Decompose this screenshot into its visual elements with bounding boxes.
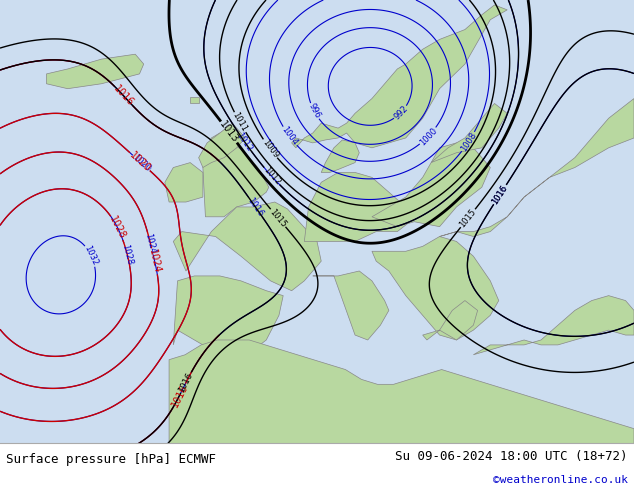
Text: Su 09-06-2024 18:00 UTC (18+72): Su 09-06-2024 18:00 UTC (18+72) — [395, 450, 628, 463]
Text: ©weatheronline.co.uk: ©weatheronline.co.uk — [493, 475, 628, 485]
Text: 1024: 1024 — [147, 248, 162, 274]
Polygon shape — [173, 202, 321, 291]
Polygon shape — [431, 103, 507, 163]
Polygon shape — [173, 276, 283, 350]
Polygon shape — [203, 133, 269, 217]
Polygon shape — [190, 97, 198, 103]
Text: 1015: 1015 — [268, 207, 288, 229]
Text: 1020: 1020 — [131, 153, 152, 173]
Text: 1013: 1013 — [217, 119, 240, 145]
Polygon shape — [439, 98, 634, 237]
Text: 1009: 1009 — [260, 138, 280, 160]
Polygon shape — [313, 271, 389, 340]
Text: 1012: 1012 — [235, 131, 254, 153]
Polygon shape — [372, 143, 490, 227]
Text: 1000: 1000 — [418, 125, 439, 147]
Polygon shape — [169, 340, 634, 443]
Text: 1011: 1011 — [231, 111, 249, 134]
Text: Surface pressure [hPa] ECMWF: Surface pressure [hPa] ECMWF — [6, 453, 216, 466]
Text: 1016: 1016 — [246, 196, 265, 219]
Text: 1032: 1032 — [82, 245, 100, 267]
Text: 1020: 1020 — [127, 149, 152, 173]
Text: 1016: 1016 — [169, 382, 190, 409]
Polygon shape — [292, 5, 507, 148]
Text: 1004: 1004 — [280, 125, 299, 147]
Text: 1016: 1016 — [491, 183, 510, 206]
Text: 1016: 1016 — [491, 183, 510, 206]
Polygon shape — [474, 295, 634, 355]
Polygon shape — [304, 172, 410, 242]
Polygon shape — [423, 300, 477, 340]
Polygon shape — [198, 123, 245, 168]
Text: 1024: 1024 — [143, 232, 157, 254]
Polygon shape — [46, 54, 144, 89]
Text: 992: 992 — [392, 104, 410, 122]
Text: 1016: 1016 — [112, 84, 136, 108]
Polygon shape — [321, 140, 359, 172]
Text: 1015: 1015 — [458, 207, 478, 229]
Text: 996: 996 — [307, 102, 322, 121]
Polygon shape — [372, 237, 499, 340]
Text: 1012: 1012 — [261, 166, 282, 187]
Polygon shape — [165, 163, 203, 202]
Text: 1028: 1028 — [120, 243, 134, 266]
Text: 1008: 1008 — [459, 130, 478, 153]
Text: 1028: 1028 — [108, 215, 127, 241]
Text: 1016: 1016 — [177, 371, 195, 394]
